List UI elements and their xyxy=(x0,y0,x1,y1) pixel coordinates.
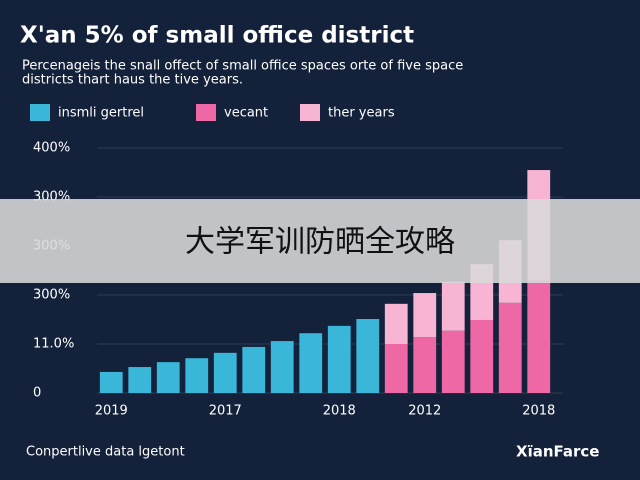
bar xyxy=(270,341,294,393)
legend-label: vecant xyxy=(224,106,268,121)
bar xyxy=(441,281,465,331)
bar xyxy=(356,319,380,393)
bar xyxy=(299,333,323,393)
banner-bg xyxy=(0,199,640,283)
legend-label: ther years xyxy=(328,106,395,121)
bar xyxy=(441,330,465,393)
y-tick-label: 300% xyxy=(33,288,70,303)
chart-title: X'an 5% of small office district xyxy=(20,23,414,49)
bar xyxy=(470,319,494,393)
bar xyxy=(99,371,123,393)
y-tick-label: 0 xyxy=(33,386,41,401)
y-tick-label: 400% xyxy=(33,141,70,156)
bar xyxy=(384,303,408,344)
bar xyxy=(327,325,351,393)
subtitle: districts thart haus the tive years. xyxy=(22,73,243,88)
logo: XïanFarce xyxy=(516,443,599,461)
bar xyxy=(156,362,180,393)
bar xyxy=(413,293,437,338)
x-tick-label: 2017 xyxy=(209,404,242,419)
x-tick-label: 2018 xyxy=(323,404,356,419)
x-tick-label: 2019 xyxy=(95,404,128,419)
x-tick-label: 2018 xyxy=(522,404,555,419)
legend-label: insmli gertrel xyxy=(58,106,144,121)
legend-swatch xyxy=(30,104,50,121)
bar xyxy=(498,302,522,393)
bar xyxy=(242,346,266,393)
bar xyxy=(384,344,408,393)
source: Conpertlive data lgetont xyxy=(26,445,185,460)
x-tick-label: 2012 xyxy=(408,404,441,419)
bar xyxy=(128,367,152,393)
y-tick-label: 11.0% xyxy=(33,337,74,352)
bar xyxy=(413,337,437,393)
bar xyxy=(213,352,237,393)
bar xyxy=(185,358,209,393)
subtitle: Percenageis the snall offect of small of… xyxy=(22,59,463,74)
legend-swatch xyxy=(300,104,320,121)
banner-text: 大学军训防晒全攻略 xyxy=(185,225,455,260)
bar xyxy=(527,280,551,393)
plot: insmli gertrel vecant ther years 0 11.0% 300%… xyxy=(30,104,563,419)
legend-swatch xyxy=(196,104,216,121)
